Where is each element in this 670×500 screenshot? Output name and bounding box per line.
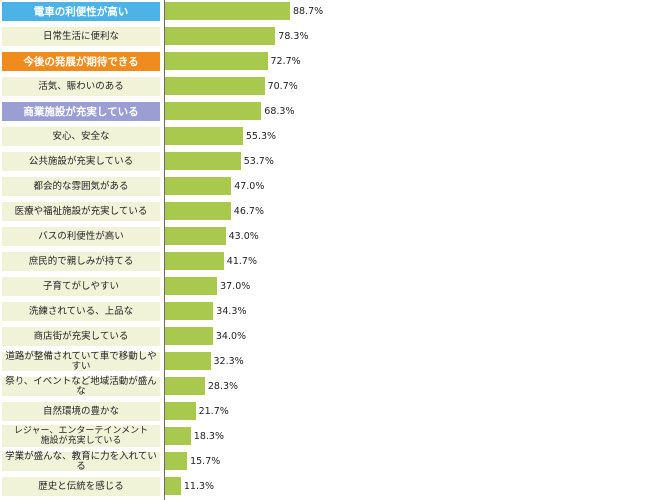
value-label: 32.3% [213, 355, 244, 367]
value-label: 46.7% [233, 205, 264, 217]
bar [165, 202, 231, 220]
value-label: 37.0% [220, 280, 251, 292]
value-label: 18.3% [193, 430, 224, 442]
category-label: 自然環境の豊かな [2, 402, 160, 421]
category-label: 道路が整備されていて車で移動しやすい [2, 351, 160, 371]
bar [165, 102, 262, 120]
category-label: 歴史と伝統を感じる [2, 477, 160, 496]
category-label: 日常生活に便利な [2, 27, 160, 46]
category-label: 今後の発展が期待できる [2, 52, 160, 71]
value-label: 72.7% [270, 55, 301, 67]
value-label: 55.3% [245, 130, 277, 142]
value-label: 47.0% [234, 180, 265, 192]
bar [165, 327, 213, 345]
category-label: 活気、賑わいのある [2, 77, 160, 96]
value-label: 11.3% [183, 480, 215, 492]
category-label: 電車の利便性が高い [2, 2, 160, 21]
bar [165, 277, 218, 295]
category-label: レジャー、エンターテインメント 施設が充実している [2, 425, 160, 447]
bar [165, 252, 224, 270]
value-label: 70.7% [267, 80, 298, 92]
axis-line [164, 0, 165, 500]
category-label: 祭り、イベントなど地域活動が盛んな [2, 376, 160, 396]
value-label: 78.3% [278, 30, 309, 42]
bar [165, 452, 188, 470]
category-label: 医療や福祉施設が充実している [2, 202, 160, 221]
category-label: 商店街が充実している [2, 327, 160, 346]
value-label: 68.3% [264, 105, 295, 117]
category-label: 子育てがしやすい [2, 277, 160, 296]
value-label: 34.0% [215, 330, 247, 342]
bar [165, 2, 290, 20]
category-label: 都会的な雰囲気がある [2, 177, 160, 196]
bar [165, 377, 205, 395]
bar [165, 477, 181, 495]
category-label: 公共施設が充実している [2, 152, 160, 171]
category-label: 庶民的で親しみが持てる [2, 252, 160, 271]
bar [165, 352, 211, 370]
bar [165, 427, 191, 445]
category-label: 商業施設が充実している [2, 102, 160, 121]
value-label: 34.3% [216, 305, 247, 317]
value-label: 53.7% [243, 155, 274, 167]
bar [165, 127, 243, 145]
bar [165, 52, 268, 70]
value-label: 41.7% [226, 255, 257, 267]
bar [165, 152, 241, 170]
value-label: 43.0% [228, 230, 259, 242]
category-label: 学業が盛んな、教育に力を入れている [2, 451, 160, 471]
value-label: 28.3% [207, 380, 239, 392]
category-label: 洗練されている、上品な [2, 302, 160, 321]
value-label: 21.7% [198, 405, 229, 417]
bar [165, 302, 214, 320]
bar [165, 27, 276, 45]
bar [165, 402, 196, 420]
bar [165, 177, 232, 195]
value-label: 15.7% [190, 455, 221, 467]
category-label: 安心、安全な [2, 127, 160, 146]
category-label: バスの利便性が高い [2, 227, 160, 246]
bar [165, 77, 265, 95]
bar [165, 227, 226, 245]
value-label: 88.7% [293, 5, 324, 17]
